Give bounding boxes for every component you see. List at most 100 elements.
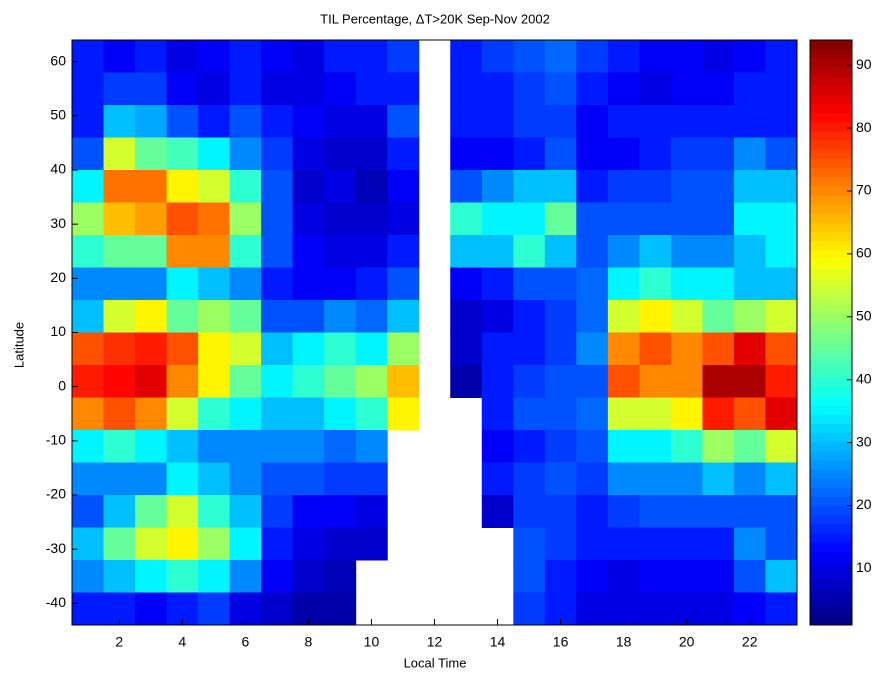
colorbar-swatch — [810, 231, 852, 242]
cell — [324, 365, 357, 398]
cell — [72, 267, 105, 301]
cell — [229, 332, 262, 366]
x-tick-label: 20 — [679, 634, 695, 650]
cell — [72, 462, 105, 496]
x-tick-label: 16 — [553, 634, 569, 650]
cell — [261, 105, 294, 138]
cell — [733, 462, 766, 496]
colorbar-swatch — [810, 515, 852, 525]
cell — [261, 527, 294, 561]
cell — [72, 560, 105, 593]
cell — [765, 202, 797, 236]
colorbar-swatch — [810, 76, 852, 87]
cell — [670, 235, 703, 268]
cell — [355, 430, 388, 463]
cell — [513, 137, 546, 171]
cell — [481, 105, 514, 138]
cell — [765, 365, 797, 398]
y-tick-label: 40 — [50, 161, 66, 177]
cell — [261, 300, 294, 333]
cell — [324, 332, 357, 366]
cell — [324, 170, 357, 203]
colorbar-tick-label: 90 — [856, 56, 872, 72]
cell — [544, 40, 577, 73]
cell — [544, 202, 577, 236]
colorbar-swatch — [810, 131, 852, 142]
colorbar-swatch — [810, 597, 852, 608]
cell — [576, 365, 609, 398]
cell — [198, 235, 231, 268]
colorbar-swatch — [810, 103, 852, 114]
cell — [198, 267, 231, 301]
cell — [639, 560, 672, 593]
cell — [733, 105, 766, 138]
x-tick-label: 14 — [490, 634, 506, 650]
cell — [702, 267, 735, 301]
cell — [229, 170, 262, 203]
cell — [544, 332, 577, 366]
cell — [670, 300, 703, 333]
cell — [450, 267, 483, 301]
colorbar-swatch — [810, 295, 852, 306]
cell — [166, 430, 199, 463]
cell — [135, 202, 168, 236]
cell — [292, 267, 325, 301]
cell — [103, 72, 136, 106]
cell — [607, 462, 640, 496]
cell — [765, 170, 797, 203]
cell — [481, 365, 514, 398]
cell — [198, 592, 231, 625]
cell — [607, 365, 640, 398]
colorbar-swatch — [810, 277, 852, 288]
colorbar-swatch — [810, 204, 852, 215]
cell — [166, 300, 199, 333]
cell — [261, 462, 294, 496]
cell — [387, 202, 420, 236]
cell — [324, 592, 357, 625]
cell — [576, 40, 609, 73]
cell — [765, 560, 797, 593]
y-axis-label: Latitude — [11, 322, 26, 368]
cell — [670, 495, 703, 528]
cell — [513, 462, 546, 496]
colorbar-swatch — [810, 250, 852, 260]
colorbar-swatch — [810, 222, 852, 233]
cell — [103, 170, 136, 203]
colorbar-swatch — [810, 606, 852, 617]
colorbar-frame — [809, 39, 853, 626]
cell — [702, 300, 735, 333]
cell — [355, 397, 388, 431]
cell — [670, 527, 703, 561]
cell — [702, 235, 735, 268]
cell — [544, 137, 577, 171]
cell — [481, 397, 514, 431]
colorbar-swatch — [810, 341, 852, 352]
cell — [135, 105, 168, 138]
cell — [576, 300, 609, 333]
cell — [639, 40, 672, 73]
cell — [639, 235, 672, 268]
cell — [72, 592, 105, 625]
colorbar-swatch — [810, 241, 852, 251]
cell — [450, 170, 483, 203]
cell — [135, 137, 168, 171]
cell — [387, 72, 420, 106]
cell — [229, 137, 262, 171]
cell — [481, 202, 514, 236]
cell — [387, 170, 420, 203]
cell — [513, 235, 546, 268]
cell — [324, 397, 357, 431]
colorbar-tick-label: 30 — [856, 433, 872, 449]
cell — [765, 72, 797, 106]
cell — [513, 202, 546, 236]
colorbar-swatch — [810, 140, 852, 151]
cell — [607, 267, 640, 301]
cell — [355, 527, 388, 561]
colorbar-swatch — [810, 460, 852, 471]
colorbar-swatch — [810, 615, 852, 626]
cell — [229, 430, 262, 463]
colorbar-swatch — [810, 350, 852, 361]
cell — [166, 235, 199, 268]
cell — [576, 235, 609, 268]
cell — [733, 365, 766, 398]
